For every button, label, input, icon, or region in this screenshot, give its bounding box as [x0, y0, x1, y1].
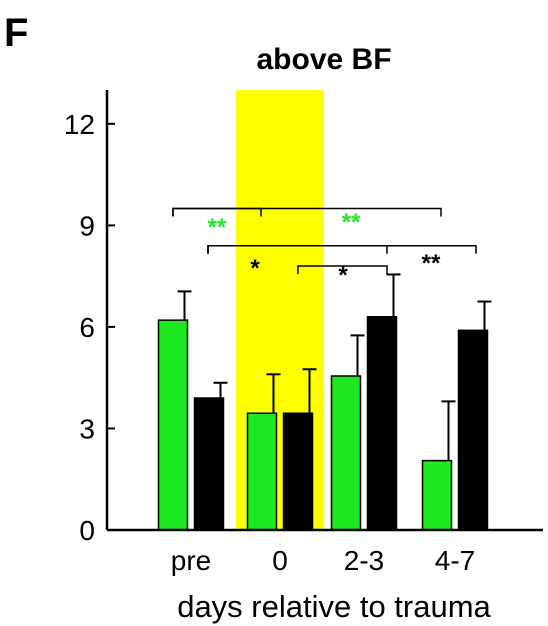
bar-black-0 — [282, 412, 314, 531]
bar-black-2-3 — [366, 316, 398, 531]
x-tick-label: 4-7 — [435, 545, 475, 576]
significance-bracket — [297, 265, 388, 274]
panel-letter: F — [4, 11, 28, 55]
significance-label: ** — [342, 209, 361, 236]
bar-green-2-3 — [330, 375, 362, 531]
significance-label: ** — [208, 214, 227, 241]
bar-green-0 — [246, 412, 278, 531]
significance-label: * — [250, 255, 260, 282]
bar-black-4-7 — [457, 329, 489, 531]
bar-green-pre — [157, 319, 189, 531]
bar-black-pre — [193, 397, 225, 531]
x-tick-label: 2-3 — [344, 545, 384, 576]
x-axis-label: days relative to trauma — [177, 589, 491, 624]
y-tick-label: 0 — [79, 515, 95, 546]
x-tick-label: 0 — [272, 545, 288, 576]
x-tick-label: pre — [171, 545, 211, 576]
y-tick-label: 6 — [79, 312, 95, 343]
chart-title: above BF — [256, 43, 391, 76]
significance-label: ** — [422, 250, 441, 277]
y-tick-label: 12 — [64, 109, 95, 140]
significance-label: * — [338, 262, 348, 289]
y-tick-label: 3 — [79, 413, 95, 444]
bar-green-4-7 — [421, 459, 453, 531]
y-tick-label: 9 — [79, 210, 95, 241]
significance-bracket — [207, 244, 477, 254]
significance-bracket — [172, 207, 442, 217]
